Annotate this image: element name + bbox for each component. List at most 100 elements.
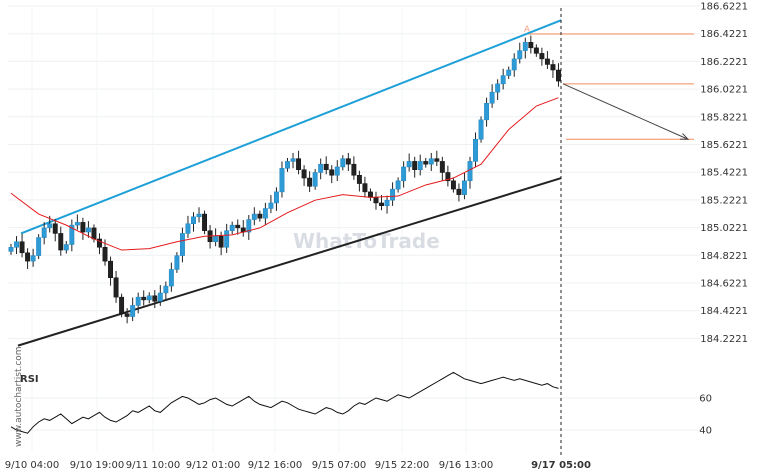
candle-up <box>36 237 42 256</box>
pattern-marker-label: A <box>524 25 531 35</box>
candle-up <box>484 102 490 121</box>
candle-up <box>135 296 141 306</box>
rsi-panel: RSI 60 40 <box>8 371 712 437</box>
candle-down <box>91 227 97 240</box>
forecast-arrow <box>562 83 690 140</box>
candle-up <box>384 199 390 206</box>
candle-down <box>113 277 119 298</box>
candle-up <box>334 166 340 176</box>
candle-up <box>157 292 163 302</box>
candle-up <box>406 161 412 168</box>
candle-down <box>528 42 534 49</box>
side-credit: www.autochartist.com <box>14 346 24 447</box>
y-tick-label: 184.2221 <box>700 334 748 345</box>
candle-up <box>8 247 14 252</box>
candle-down <box>379 202 384 206</box>
candle-up <box>130 305 136 317</box>
candle-down <box>202 213 208 231</box>
candle-down <box>323 163 329 170</box>
y-axis: 186.6221 186.4221 186.2221 186.0221 185.8221… <box>700 2 748 345</box>
candle-up <box>340 158 346 168</box>
candle-up <box>229 224 235 231</box>
x-tick-label: 9/11 10:00 <box>126 460 180 471</box>
candle-up <box>14 241 19 248</box>
candle-down <box>356 175 362 184</box>
candle-up <box>279 168 285 193</box>
forecast-arrow-head <box>679 133 690 140</box>
y-tick-label: 185.2221 <box>700 195 748 206</box>
x-tick-label: 9/12 01:00 <box>186 460 240 471</box>
candle-up <box>213 235 219 242</box>
candle-down <box>550 64 556 71</box>
y-tick-label: 184.6221 <box>700 279 748 290</box>
candle-up <box>163 285 169 294</box>
candle-up <box>30 255 36 262</box>
candle-down <box>539 53 545 60</box>
candle-up <box>268 202 274 209</box>
candle-down <box>450 180 456 190</box>
candle-up <box>146 295 152 301</box>
candle-down <box>412 161 418 170</box>
candle-down <box>152 295 158 302</box>
x-tick-label: 9/15 07:00 <box>312 460 366 471</box>
candle-down <box>556 69 561 82</box>
candle-up <box>41 227 47 238</box>
x-tick-label: 9/16 13:00 <box>439 460 493 471</box>
candle-up <box>285 161 290 169</box>
candle-down <box>456 188 462 195</box>
rsi-tick-label: 60 <box>699 394 712 405</box>
rsi-line <box>10 371 559 434</box>
y-tick-label: 185.0221 <box>700 223 748 234</box>
candle-down <box>423 161 429 165</box>
candle-down <box>19 241 25 254</box>
candle-up <box>467 161 473 182</box>
moving-average-line <box>10 97 559 251</box>
candle-down <box>102 247 108 262</box>
candle-up <box>74 222 80 226</box>
candle-down <box>544 58 550 65</box>
candle-up <box>390 188 396 201</box>
candle-up <box>312 172 318 187</box>
candle-down <box>80 222 86 233</box>
candles <box>8 35 561 324</box>
y-tick-label: 186.0221 <box>700 85 748 96</box>
x-tick-label: 9/15 22:00 <box>375 460 429 471</box>
candle-up <box>185 223 191 234</box>
candle-down <box>368 191 373 198</box>
candle-up <box>478 119 484 140</box>
candle-down <box>141 296 147 301</box>
candle-up <box>179 233 185 256</box>
candle-down <box>351 163 357 176</box>
candle-up <box>168 269 174 287</box>
y-tick-label: 186.2221 <box>700 57 748 68</box>
candle-up <box>500 75 506 85</box>
candle-up <box>69 224 75 245</box>
candle-down <box>373 197 379 204</box>
y-tick-label: 186.4221 <box>700 29 748 40</box>
candle-up <box>85 227 91 233</box>
pattern-marker: A <box>524 25 531 35</box>
candle-down <box>257 213 263 219</box>
candle-down <box>345 158 351 165</box>
candle-up <box>251 213 257 220</box>
candle-up <box>401 166 407 182</box>
rsi-tick-label: 40 <box>699 426 712 437</box>
candle-down <box>439 161 445 173</box>
candle-up <box>522 42 528 51</box>
x-axis: 9/10 04:00 9/10 19:00 9/11 10:00 9/12 01:00… <box>5 460 591 471</box>
candle-down <box>301 169 307 179</box>
candle-down <box>97 238 102 248</box>
candle-up <box>473 139 478 162</box>
candle-up <box>290 158 296 162</box>
candle-up <box>395 180 401 190</box>
y-tick-label: 185.6221 <box>700 140 748 151</box>
x-tick-label: 9/10 19:00 <box>70 460 124 471</box>
x-tick-label: 9/12 16:00 <box>248 460 302 471</box>
rsi-label: RSI <box>20 374 39 385</box>
y-tick-label: 184.4221 <box>700 306 748 317</box>
candle-up <box>262 208 268 219</box>
candle-down <box>533 47 539 54</box>
candle-up <box>246 219 252 233</box>
channel-lower-line <box>17 177 562 347</box>
